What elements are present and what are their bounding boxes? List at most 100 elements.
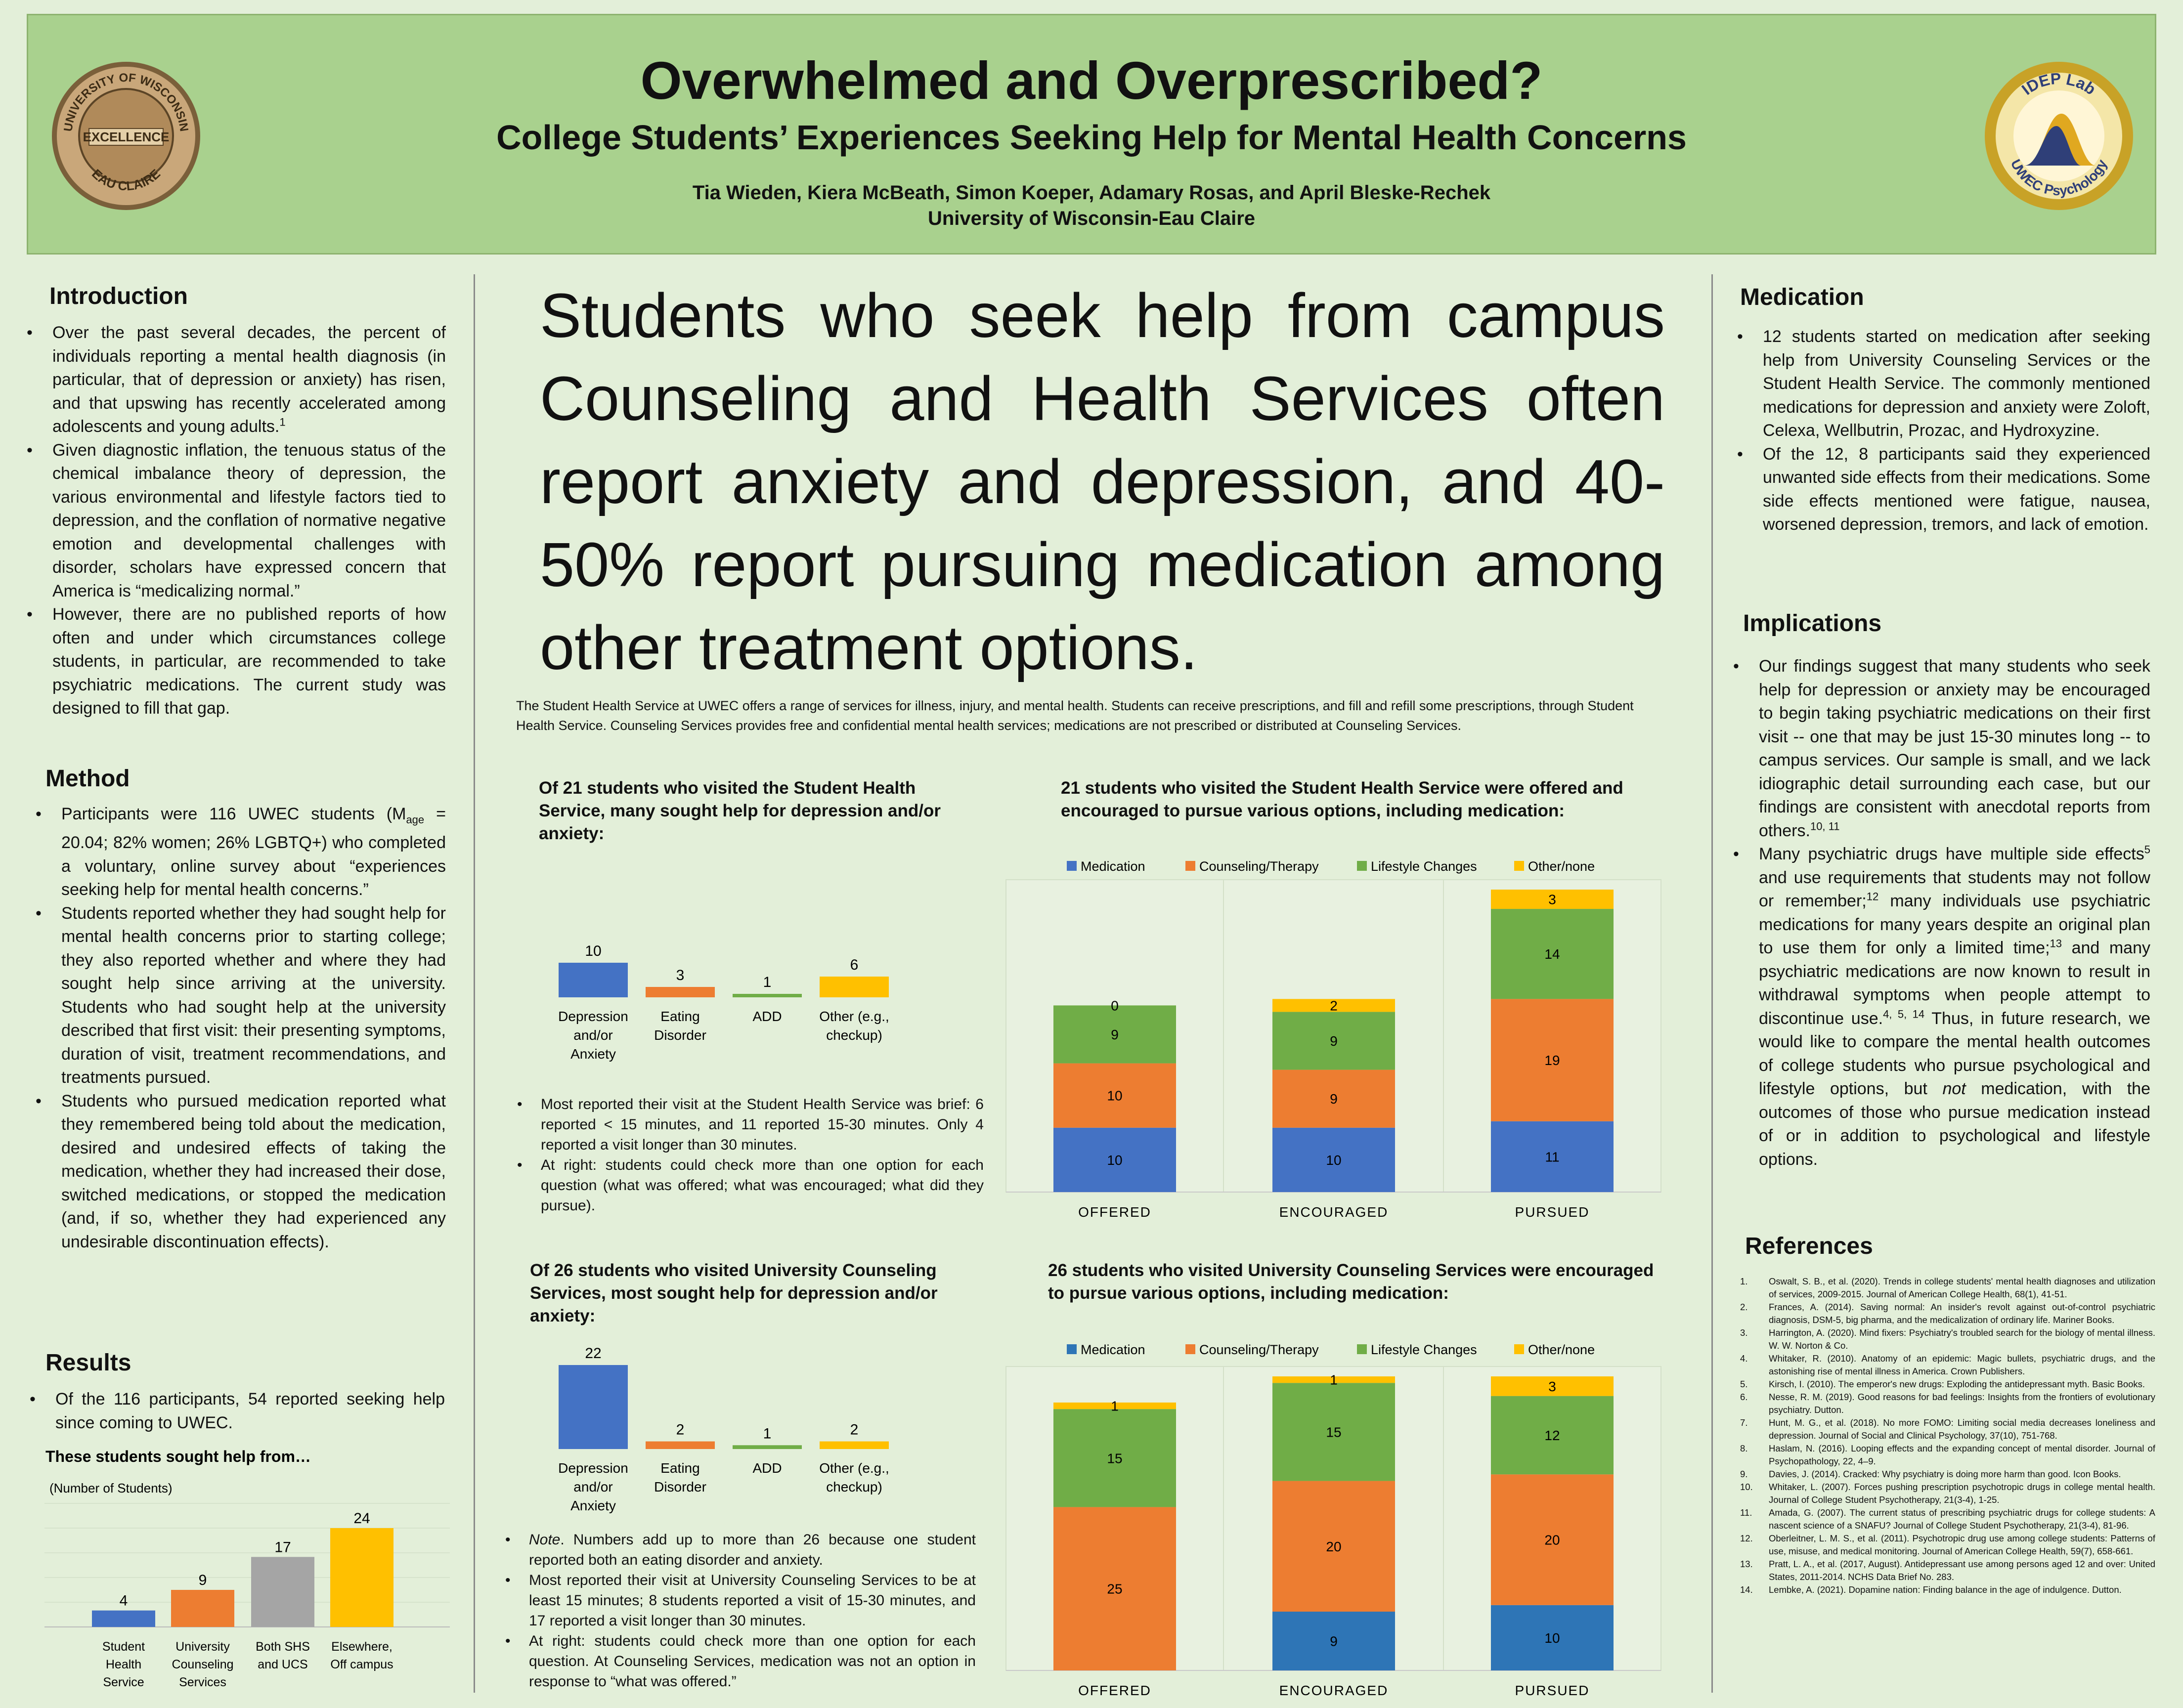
data-label: 15 — [1326, 1424, 1341, 1440]
category-label: Student — [102, 1640, 145, 1654]
data-label: 4 — [120, 1593, 128, 1609]
reference-number: 6. — [1740, 1392, 1748, 1402]
medication-list: 12 students started on medication after … — [1737, 325, 2150, 537]
data-label: 11 — [1545, 1149, 1559, 1164]
reference-item: 1. Oswalt, S. B., et al. (2020). Trends i… — [1740, 1275, 2155, 1301]
list-item: 12 students started on medication after … — [1737, 325, 2150, 443]
data-label: 2 — [1330, 998, 1338, 1013]
ucs-options-title: 26 students who visited University Couns… — [1048, 1261, 1654, 1303]
category-label: Both SHS — [256, 1640, 310, 1654]
shs-bullets: Most reported their visit at the Student… — [517, 1094, 984, 1216]
legend-swatch — [1514, 1344, 1524, 1354]
legend-swatch — [1185, 861, 1195, 871]
legend-label: Counseling/Therapy — [1199, 859, 1319, 874]
implications-list: Our findings suggest that many students … — [1733, 655, 2150, 1171]
ucs-reasons-chart: 22 Depression and/or Anxiety 2 Eating Disorder… — [558, 1345, 889, 1513]
data-label: 2 — [850, 1422, 859, 1438]
affiliation: University of Wisconsin-Eau Claire — [927, 208, 1256, 229]
reference-item: 11. Amada, G. (2007). The current status … — [1740, 1506, 2155, 1532]
reference-item: 9. Davies, J. (2014). Cracked: Why psychi… — [1740, 1468, 2155, 1481]
reference-number: 10. — [1740, 1482, 1753, 1492]
category-label: ENCOURAGED — [1279, 1683, 1389, 1698]
data-label: 10 — [585, 943, 601, 959]
category-label: and UCS — [258, 1658, 307, 1671]
list-item: Our findings suggest that many students … — [1733, 655, 2150, 843]
stacked-bar-segment — [1272, 1376, 1395, 1383]
reference-number: 12. — [1740, 1533, 1753, 1543]
category-label: Depression — [558, 1009, 628, 1024]
references-list: 1. Oswalt, S. B., et al. (2020). Trends i… — [1740, 1275, 2155, 1596]
reference-item: 2. Frances, A. (2014). Saving normal: An … — [1740, 1301, 2155, 1326]
data-label: 10 — [1544, 1630, 1560, 1646]
data-label: 19 — [1544, 1053, 1560, 1068]
reference-number: 2. — [1740, 1302, 1748, 1312]
implications-heading: Implications — [1743, 610, 1882, 637]
data-label: 6 — [850, 957, 859, 973]
data-label: 9 — [1330, 1033, 1338, 1049]
stacked-bar-segment — [1053, 1402, 1176, 1409]
bar — [330, 1528, 393, 1627]
list-item: Given diagnostic inflation, the tenuous … — [27, 439, 446, 603]
reference-number: 8. — [1740, 1443, 1748, 1453]
data-label: 10 — [1107, 1153, 1122, 1168]
stacked-bar-segment — [1272, 1612, 1395, 1670]
stacked-bar-segment — [1053, 1005, 1176, 1064]
key-statement: Students who seek help from campus Couns… — [540, 281, 1665, 683]
stacked-bar-segment — [1272, 999, 1395, 1012]
legend-label: Counseling/Therapy — [1199, 1342, 1319, 1357]
reference-item: 8. Haslam, N. (2016). Looping effects and… — [1740, 1442, 2155, 1468]
data-label: 1 — [763, 1425, 772, 1442]
data-label: 9 — [199, 1572, 207, 1588]
reference-item: 14. Lembke, A. (2021). Dopamine nation: F… — [1740, 1583, 2155, 1596]
data-label: 3 — [676, 967, 685, 983]
reference-text: Hunt, M. G., et al. (2018). No more FOMO… — [1769, 1417, 2155, 1441]
category-label: OFFERED — [1078, 1204, 1151, 1220]
stacked-bar-segment — [1272, 1383, 1395, 1481]
reference-text: Kirsch, I. (2010). The emperor's new dru… — [1769, 1379, 2145, 1389]
list-item: Note. Numbers add up to more than 26 bec… — [505, 1530, 976, 1570]
reference-text: Oswalt, S. B., et al. (2020). Trends in … — [1769, 1276, 2155, 1299]
stacked-bar-segment — [1491, 1396, 1614, 1475]
medication-heading: Medication — [1740, 284, 1864, 310]
legend-label: Other/none — [1528, 859, 1595, 874]
category-label: OFFERED — [1078, 1683, 1151, 1698]
category-label: PURSUED — [1515, 1683, 1590, 1698]
data-label: 1 — [1330, 1372, 1338, 1388]
list-item: Many psychiatric drugs have multiple sid… — [1733, 843, 2150, 1171]
category-label: Service — [103, 1675, 144, 1689]
stacked-bar-segment — [1272, 1127, 1395, 1192]
bar — [92, 1610, 155, 1627]
list-item: Students who pursued medication reported… — [36, 1090, 446, 1254]
reference-item: 5. Kirsch, I. (2010). The emperor's new d… — [1740, 1378, 2155, 1391]
bar — [171, 1590, 234, 1627]
stacked-bar-segment — [1491, 890, 1614, 909]
reference-text: Whitaker, L. (2007). Forces pushing pres… — [1769, 1482, 2155, 1505]
poster-subtitle: College Students’ Experiences Seeking He… — [496, 118, 1687, 157]
list-item: Of the 116 participants, 54 reported see… — [30, 1388, 445, 1435]
stacked-bar-segment — [1272, 1481, 1395, 1612]
stacked-bar-segment — [1491, 1376, 1614, 1396]
references-heading: References — [1745, 1233, 1873, 1259]
university-seal-logo: UNIVERSITY OF WISCONSIN EAU CLAIRE EXCEL… — [52, 62, 200, 210]
bar — [251, 1557, 314, 1627]
list-item: Participants were 116 UWEC students (Mag… — [36, 803, 446, 902]
stacked-bar-segment — [1491, 909, 1614, 999]
poster-title: Overwhelmed and Overprescribed? — [640, 50, 1543, 110]
shs-reasons-title: Of 21 students who visited the Student H… — [539, 778, 941, 843]
stacked-bar-segment — [1053, 1409, 1176, 1507]
category-label: Eating — [660, 1009, 699, 1024]
reference-text: Whitaker, R. (2010). Anatomy of an epide… — [1769, 1353, 2155, 1376]
legend-swatch — [1067, 861, 1077, 871]
data-label: 12 — [1544, 1428, 1560, 1443]
reference-text: Oberleitner, L. M. S., et al. (2011). Ps… — [1769, 1533, 2155, 1556]
reference-number: 7. — [1740, 1417, 1748, 1428]
category-label: Off campus — [330, 1658, 393, 1671]
stacked-bar-segment — [1491, 1605, 1614, 1670]
stacked-bar-segment — [1272, 1069, 1395, 1128]
reference-item: 4. Whitaker, R. (2010). Anatomy of an epi… — [1740, 1352, 2155, 1378]
reference-item: 13. Pratt, L. A., et al. (2017, August). … — [1740, 1558, 2155, 1583]
legend-swatch — [1514, 861, 1524, 871]
category-label: Other (e.g., — [819, 1460, 889, 1476]
list-item: At right: students could check more than… — [505, 1631, 976, 1692]
method-list: Participants were 116 UWEC students (Mag… — [36, 803, 446, 1254]
